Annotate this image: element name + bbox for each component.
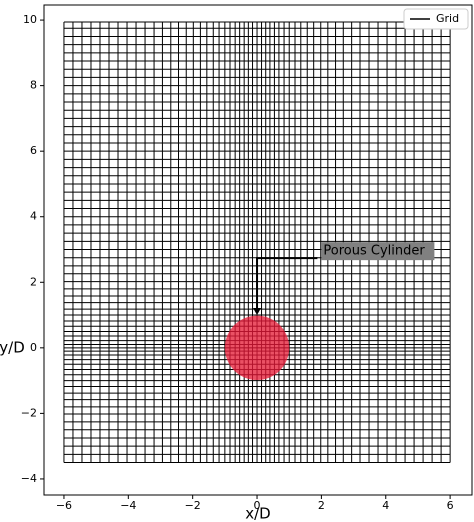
x-axis-label: x/D: [245, 505, 270, 522]
y-tick-label: 0: [30, 341, 37, 354]
mesh: [63, 21, 451, 464]
y-axis-label: y/D: [0, 339, 25, 357]
y-tick-label: 8: [30, 79, 37, 92]
x-tick-label: 0: [254, 499, 261, 512]
x-tick-label: 6: [447, 499, 454, 512]
legend-label: Grid: [436, 12, 459, 25]
annotation-arrowhead: [253, 308, 262, 316]
annotation-arrow: [256, 257, 318, 310]
x-tick-label: −6: [56, 499, 72, 512]
x-tick-label: −4: [120, 499, 136, 512]
y-tick-label: 2: [30, 275, 37, 288]
y-tick-label: −2: [21, 406, 37, 419]
x-tick-label: 4: [382, 499, 389, 512]
y-tick-label: −4: [21, 472, 37, 485]
legend-box: [403, 8, 469, 30]
y-tick-label: 6: [30, 144, 37, 157]
annotation-box: [321, 242, 435, 261]
annotation-text: Porous Cylinder: [323, 244, 425, 259]
axes-frame: [43, 4, 473, 496]
y-tick-label: 10: [23, 13, 37, 26]
x-tick-label: 2: [318, 499, 325, 512]
x-tick-label: −2: [185, 499, 201, 512]
y-tick-label: 4: [30, 210, 37, 223]
